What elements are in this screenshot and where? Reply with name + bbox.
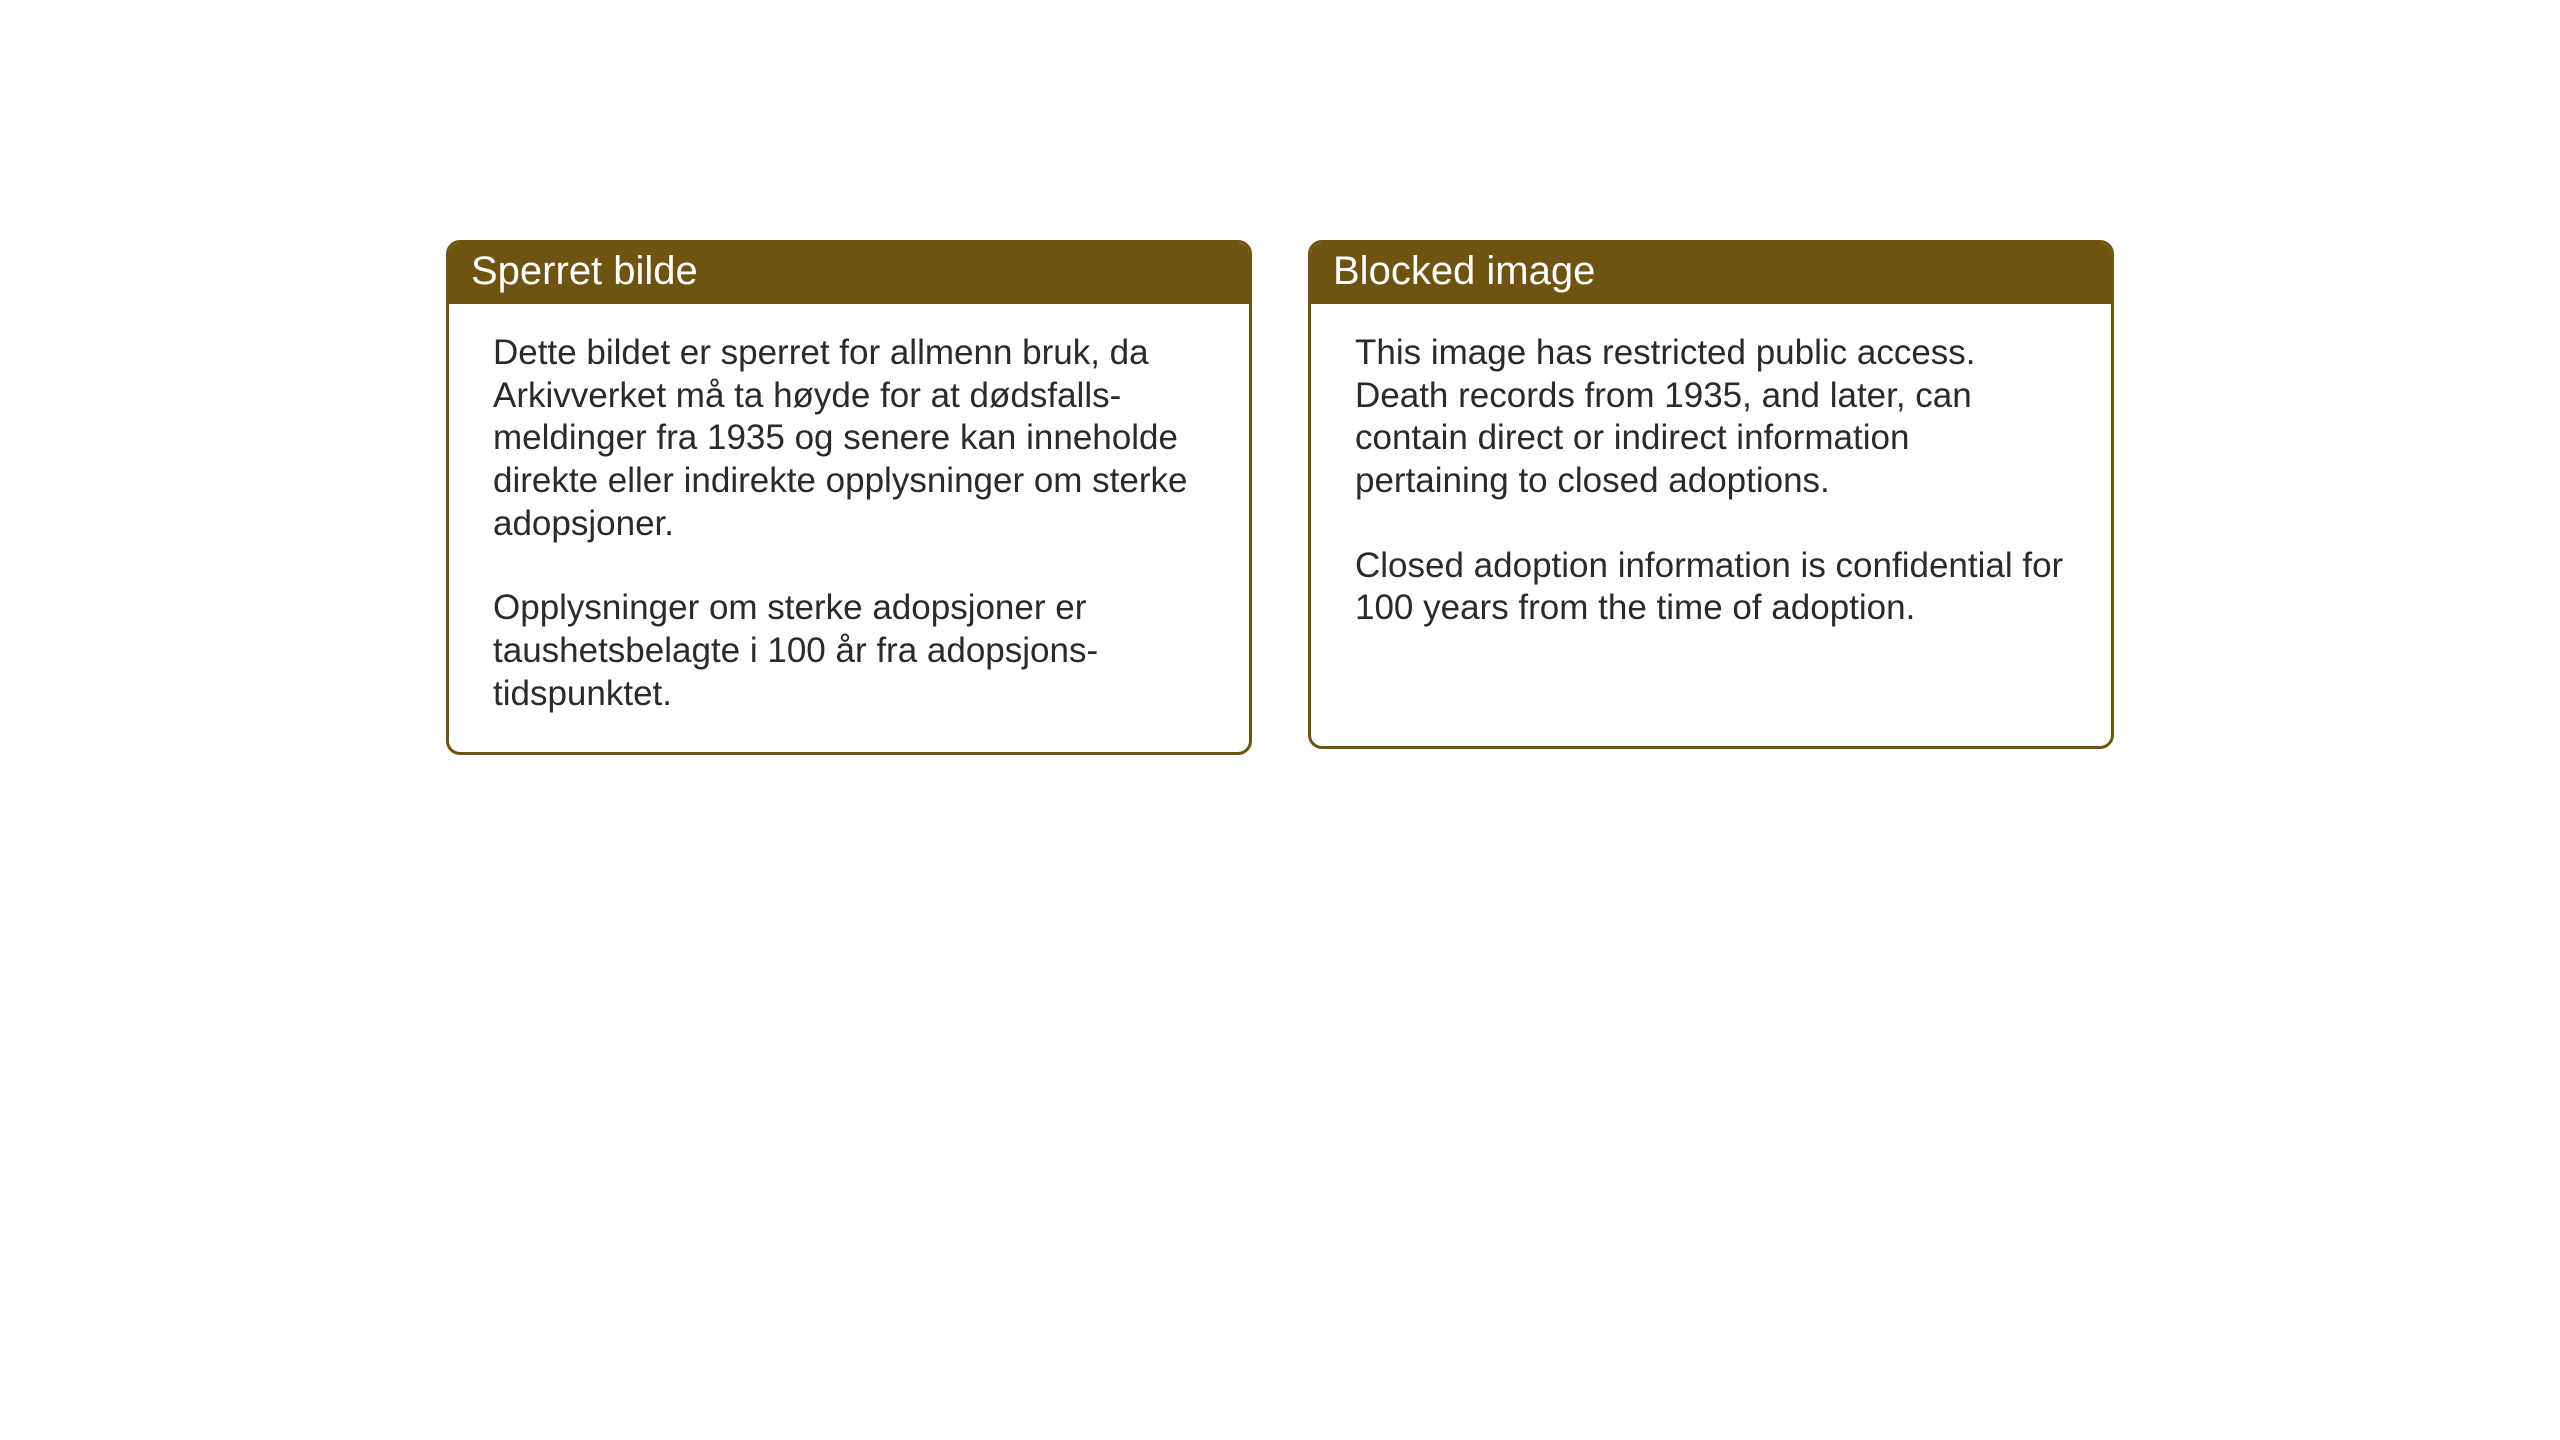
notice-card-english: Blocked image This image has restricted …: [1308, 240, 2114, 749]
card-paragraph-1-norwegian: Dette bildet er sperret for allmenn bruk…: [493, 332, 1209, 545]
card-paragraph-1-english: This image has restricted public access.…: [1355, 332, 2071, 503]
card-body-norwegian: Dette bildet er sperret for allmenn bruk…: [449, 304, 1249, 752]
notice-card-norwegian: Sperret bilde Dette bildet er sperret fo…: [446, 240, 1252, 755]
card-paragraph-2-english: Closed adoption information is confident…: [1355, 545, 2071, 630]
card-body-english: This image has restricted public access.…: [1311, 304, 2111, 666]
card-title-norwegian: Sperret bilde: [449, 243, 1249, 304]
notice-container: Sperret bilde Dette bildet er sperret fo…: [446, 240, 2114, 755]
card-title-english: Blocked image: [1311, 243, 2111, 304]
card-paragraph-2-norwegian: Opplysninger om sterke adopsjoner er tau…: [493, 587, 1209, 715]
